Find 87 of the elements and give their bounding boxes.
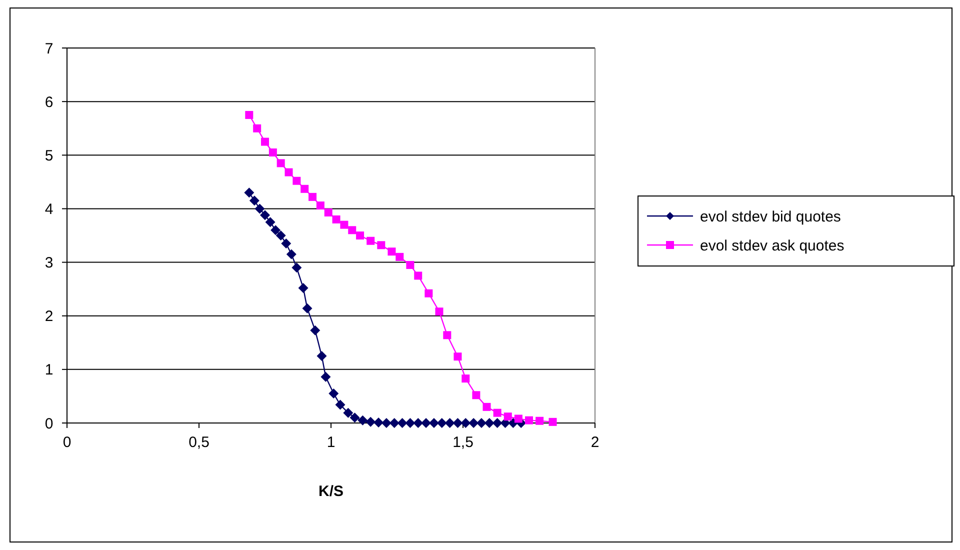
point — [356, 232, 364, 240]
x-tick-label: 0,5 — [188, 434, 210, 451]
y-tick-label: 3 — [44, 254, 54, 272]
point — [245, 110, 254, 119]
x-tick-label: 1 — [326, 434, 336, 451]
point — [504, 412, 512, 421]
point — [292, 262, 302, 273]
point — [525, 416, 533, 424]
point — [316, 351, 327, 362]
point — [436, 418, 447, 428]
point — [366, 236, 375, 245]
point — [281, 238, 292, 249]
point — [413, 418, 424, 428]
point — [261, 138, 269, 146]
point — [276, 159, 285, 168]
point — [493, 408, 502, 417]
point — [270, 225, 281, 236]
point — [298, 283, 308, 293]
point — [421, 418, 432, 428]
x-axis-title: K/S — [318, 483, 344, 500]
point — [350, 412, 360, 423]
point — [268, 148, 277, 156]
y-tick-label: 2 — [44, 308, 54, 326]
point — [435, 308, 444, 316]
y-tick-label: 5 — [44, 147, 54, 164]
point — [332, 215, 340, 224]
point — [443, 331, 452, 340]
point — [462, 374, 470, 383]
point — [482, 402, 491, 411]
legend-label: evol stdev ask quotes — [700, 237, 844, 254]
point — [340, 220, 348, 229]
y-tick-label: 7 — [44, 40, 54, 58]
point — [358, 415, 368, 426]
point — [308, 192, 317, 201]
point — [335, 400, 346, 410]
y-tick-label: 4 — [44, 200, 54, 218]
point — [381, 418, 392, 428]
point — [366, 416, 376, 427]
point — [316, 202, 324, 210]
point — [254, 204, 265, 214]
y-tick-label: 1 — [44, 362, 54, 379]
point — [444, 418, 455, 428]
point — [374, 417, 384, 428]
point — [514, 414, 522, 423]
point — [428, 418, 439, 428]
point — [406, 260, 414, 269]
point — [377, 241, 386, 250]
point — [414, 272, 422, 280]
point — [548, 418, 557, 426]
legend-label: evol stdev bid quotes — [700, 208, 841, 226]
point — [472, 391, 480, 400]
point — [328, 388, 339, 399]
y-tick-label: 6 — [44, 94, 54, 111]
point — [324, 208, 332, 216]
point — [396, 252, 404, 261]
point — [460, 418, 471, 428]
point — [286, 249, 296, 260]
point — [348, 226, 356, 234]
point — [388, 248, 396, 256]
point — [310, 325, 320, 336]
point — [249, 196, 260, 206]
x-tick-label: 1,5 — [452, 434, 474, 451]
point — [284, 168, 293, 176]
point — [244, 188, 254, 198]
point — [476, 418, 486, 428]
point — [397, 418, 408, 428]
point — [468, 418, 479, 428]
point — [276, 230, 286, 240]
point — [452, 418, 463, 428]
point — [302, 303, 312, 314]
point — [260, 210, 270, 220]
x-tick-label: 0 — [62, 434, 72, 451]
point — [492, 418, 502, 428]
point — [253, 124, 262, 132]
point — [484, 418, 494, 428]
point — [320, 372, 331, 382]
point — [265, 217, 276, 228]
point — [424, 289, 433, 298]
point — [536, 416, 544, 425]
point — [454, 352, 462, 361]
point — [405, 418, 416, 428]
point — [343, 408, 354, 418]
y-tick-label: 0 — [44, 415, 54, 432]
point — [300, 184, 309, 193]
x-tick-label: 2 — [590, 434, 600, 451]
point — [389, 418, 400, 428]
point — [292, 176, 301, 185]
